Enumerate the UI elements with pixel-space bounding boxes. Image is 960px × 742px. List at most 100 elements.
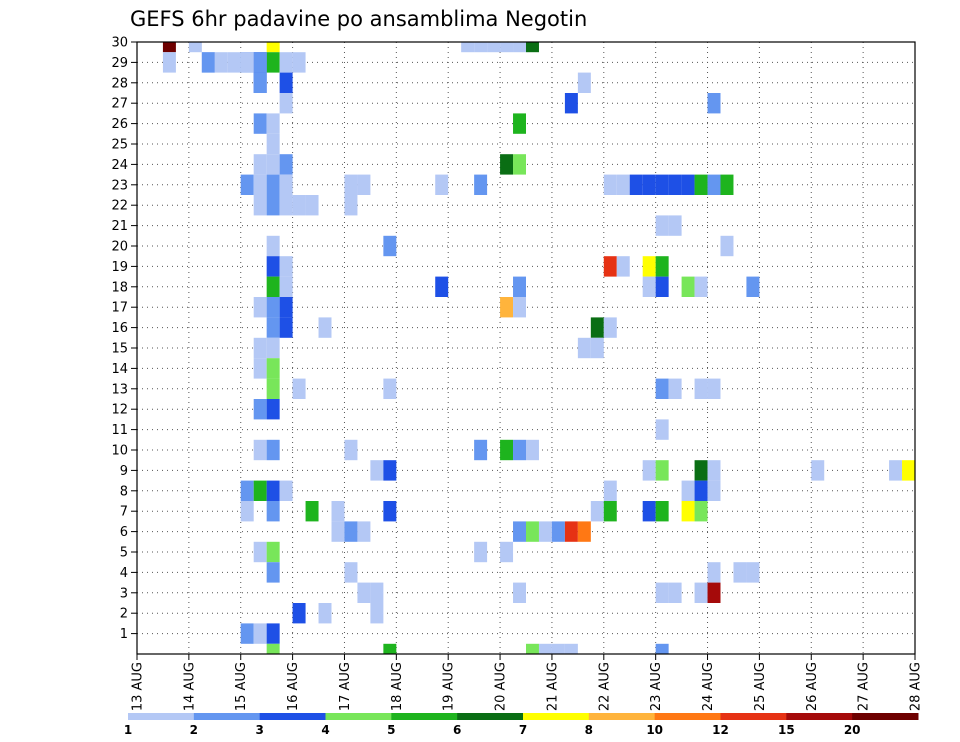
precipitation-cell xyxy=(694,276,708,297)
precipitation-cell xyxy=(162,42,176,53)
precipitation-cell xyxy=(266,501,280,522)
precipitation-cell xyxy=(305,501,319,522)
colorbar-label: 20 xyxy=(844,723,861,737)
y-tick-label: 26 xyxy=(111,117,128,132)
precipitation-cell xyxy=(370,603,384,624)
y-tick-label: 24 xyxy=(111,158,128,173)
precipitation-cell xyxy=(357,174,371,195)
x-tick-label: 14 AUG xyxy=(182,662,197,711)
x-tick-label: 22 AUG xyxy=(597,662,612,711)
precipitation-cell xyxy=(279,52,293,73)
colorbar-label: 3 xyxy=(255,723,263,737)
y-tick-label: 1 xyxy=(120,627,128,642)
precipitation-cell xyxy=(253,195,267,216)
precipitation-cell xyxy=(500,439,514,461)
y-tick-label: 8 xyxy=(120,484,128,499)
x-tick-label: 20 AUG xyxy=(494,662,509,711)
precipitation-cell xyxy=(266,235,280,257)
precipitation-cell xyxy=(500,541,514,563)
precipitation-cell xyxy=(266,174,280,195)
precipitation-cell xyxy=(279,480,293,501)
precipitation-cell xyxy=(435,276,449,297)
precipitation-cell xyxy=(526,643,539,654)
precipitation-cell xyxy=(383,235,397,257)
precipitation-cell xyxy=(642,276,656,297)
precipitation-cell xyxy=(474,541,488,563)
colorbar-swatch xyxy=(852,713,919,720)
colorbar-swatch xyxy=(325,713,392,720)
x-tick-label: 23 AUG xyxy=(649,662,664,711)
precipitation-cell xyxy=(240,501,254,522)
precipitation-cell xyxy=(266,541,280,563)
precipitation-cell xyxy=(279,174,293,195)
y-tick-label: 6 xyxy=(120,525,128,540)
precipitation-cell xyxy=(577,521,591,542)
x-tick-label: 27 AUG xyxy=(857,662,872,711)
y-tick-label: 17 xyxy=(111,301,128,316)
precipitation-cell xyxy=(642,174,656,195)
precipitation-cell xyxy=(513,113,526,134)
precipitation-cell xyxy=(266,378,280,399)
precipitation-cell xyxy=(240,174,254,195)
precipitation-cell xyxy=(279,93,293,114)
y-tick-label: 22 xyxy=(111,199,128,214)
precipitation-cell xyxy=(331,501,345,522)
precipitation-cell xyxy=(201,52,215,73)
precipitation-cell xyxy=(279,317,293,338)
precipitation-cell xyxy=(253,480,267,501)
y-tick-label: 25 xyxy=(111,138,128,153)
precipitation-cell xyxy=(526,42,539,53)
colorbar-swatch xyxy=(457,713,524,720)
precipitation-cell xyxy=(681,501,695,522)
y-tick-label: 4 xyxy=(120,566,128,581)
precipitation-cell xyxy=(902,460,915,481)
precipitation-cell xyxy=(655,276,669,297)
precipitation-cell xyxy=(590,317,604,338)
precipitation-cell xyxy=(344,195,358,216)
colorbar-label: 10 xyxy=(646,723,663,737)
colorbar-label: 8 xyxy=(585,723,593,737)
precipitation-cell xyxy=(344,174,358,195)
x-tick-label: 17 AUG xyxy=(338,662,353,711)
precipitation-cell xyxy=(655,378,669,399)
colorbar-swatch xyxy=(193,713,261,720)
precipitation-cell xyxy=(681,480,695,501)
precipitation-cell xyxy=(694,501,708,522)
precipitation-cell xyxy=(564,643,578,654)
y-tick-label: 30 xyxy=(111,36,128,51)
precipitation-cell xyxy=(253,623,267,644)
precipitation-cell xyxy=(513,154,526,175)
y-tick-label: 12 xyxy=(111,403,128,418)
precipitation-cell xyxy=(474,174,488,195)
x-tick-label: 28 AUG xyxy=(909,662,924,711)
x-axis-ticks: 13 AUG 14 AUG 15 AUG 16 AUG 17 AUG 18 AUG 19 A… xyxy=(131,654,924,711)
precipitation-cell xyxy=(266,439,280,461)
precipitation-cell xyxy=(266,52,280,73)
x-tick-label: 18 AUG xyxy=(390,662,405,711)
precipitation-cell xyxy=(668,378,682,399)
precipitation-cell xyxy=(513,521,526,542)
precipitation-cell xyxy=(253,174,267,195)
precipitation-cell xyxy=(370,582,384,603)
precipitation-cell xyxy=(655,215,669,236)
colorbar-label: 2 xyxy=(190,723,198,737)
precipitation-cell xyxy=(513,297,526,318)
precipitation-cell xyxy=(253,337,267,359)
precipitation-cell xyxy=(655,460,669,481)
precipitation-cell xyxy=(253,399,267,420)
precipitation-cell xyxy=(538,521,552,542)
y-tick-label: 3 xyxy=(120,586,128,601)
precipitation-cells xyxy=(162,42,915,654)
precipitation-cell xyxy=(694,174,708,195)
precipitation-cell xyxy=(707,582,721,603)
y-tick-label: 7 xyxy=(120,505,128,520)
precipitation-cell xyxy=(357,582,371,603)
precipitation-cell xyxy=(279,72,293,93)
colorbar-label: 1 xyxy=(124,723,132,737)
precipitation-cell xyxy=(240,623,254,644)
colorbar-swatch xyxy=(654,713,721,720)
precipitation-cell xyxy=(513,439,526,461)
precipitation-cell xyxy=(253,297,267,318)
x-tick-label: 16 AUG xyxy=(286,662,301,711)
precipitation-cell xyxy=(590,501,604,522)
